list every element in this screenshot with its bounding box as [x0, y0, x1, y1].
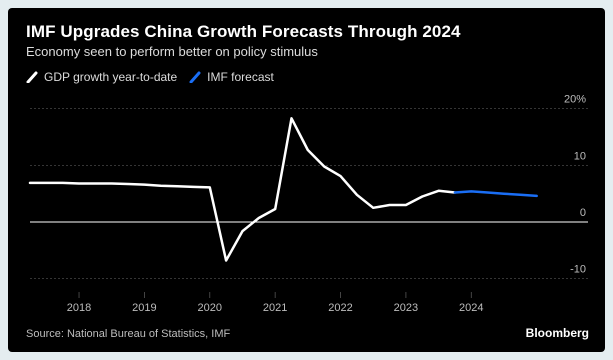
- legend-item-forecast: IMF forecast: [189, 70, 274, 84]
- series-line-forecast: [453, 190, 538, 198]
- axis-layer: 20% 10 0 -10 2018 2019 2020 2021 2022 2023 2024: [67, 94, 586, 314]
- chart-card: IMF Upgrades China Growth Forecasts Thro…: [8, 8, 605, 352]
- series-line-gdp: [28, 117, 457, 262]
- series-layer: [28, 117, 538, 262]
- x-tick-label: 2019: [132, 302, 156, 314]
- source-note: Source: National Bureau of Statistics, I…: [26, 328, 231, 340]
- x-tick-label: 2020: [198, 302, 222, 314]
- legend-label-forecast: IMF forecast: [207, 70, 274, 84]
- y-tick-label: 10: [574, 150, 586, 162]
- x-tick-label: 2018: [67, 302, 91, 314]
- line-chart: 20% 10 0 -10 2018 2019 2020 2021 2022 2023 2024: [28, 94, 588, 314]
- x-tick-label: 2021: [263, 302, 287, 314]
- brand-logo: Bloomberg: [525, 326, 589, 340]
- chart-title: IMF Upgrades China Growth Forecasts Thro…: [26, 22, 461, 41]
- legend-swatch-gdp-icon: [26, 71, 38, 83]
- legend-item-gdp: GDP growth year-to-date: [26, 70, 177, 84]
- x-tick-label: 2023: [394, 302, 418, 314]
- legend-swatch-forecast-icon: [189, 71, 201, 83]
- chart-subtitle: Economy seen to perform better on policy…: [26, 44, 318, 59]
- y-tick-label: 0: [580, 207, 586, 219]
- y-tick-label: -10: [570, 264, 586, 276]
- x-tick-label: 2024: [459, 302, 483, 314]
- y-tick-label: 20%: [564, 94, 586, 106]
- chart-legend: GDP growth year-to-date IMF forecast: [26, 70, 286, 84]
- grid-layer: [30, 108, 588, 279]
- legend-label-gdp: GDP growth year-to-date: [44, 70, 178, 84]
- x-tick-label: 2022: [328, 302, 352, 314]
